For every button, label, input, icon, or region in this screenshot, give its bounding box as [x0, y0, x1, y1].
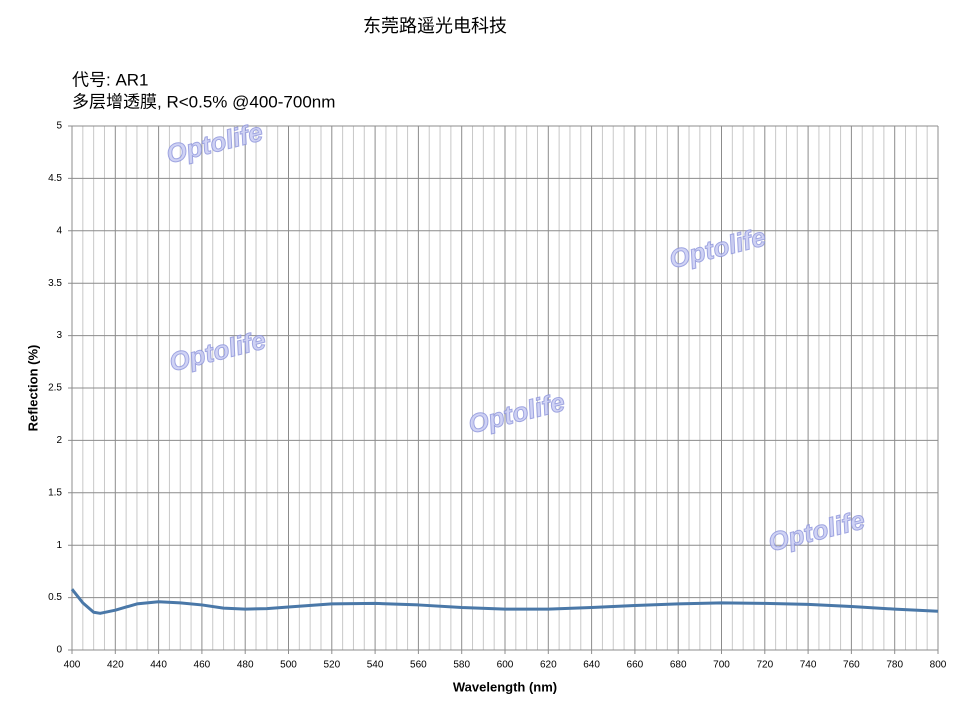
- x-tick-label: 600: [497, 660, 514, 671]
- y-tick-label: 1.5: [48, 487, 62, 498]
- x-tick-label: 680: [670, 660, 687, 671]
- y-tick-label: 3: [56, 330, 62, 341]
- x-tick-label: 760: [843, 660, 860, 671]
- x-tick-label: 720: [756, 660, 773, 671]
- y-tick-label: 0: [56, 645, 62, 656]
- y-tick-label: 4: [56, 225, 62, 236]
- watermark: Optolife: [163, 117, 266, 170]
- x-tick-label: 740: [800, 660, 817, 671]
- y-tick-label: 5: [56, 121, 62, 132]
- x-tick-label: 480: [237, 660, 254, 671]
- y-tick-label: 2.5: [48, 383, 62, 394]
- x-tick-label: 460: [194, 660, 211, 671]
- x-tick-label: 780: [886, 660, 903, 671]
- x-tick-label: 540: [367, 660, 384, 671]
- watermark: Optolife: [166, 325, 269, 378]
- x-tick-label: 500: [280, 660, 297, 671]
- x-tick-label: 800: [930, 660, 947, 671]
- x-tick-label: 660: [627, 660, 644, 671]
- x-tick-label: 620: [540, 660, 557, 671]
- watermark: Optolife: [666, 222, 769, 275]
- watermark: Optolife: [465, 387, 568, 440]
- watermark: Optolife: [765, 505, 868, 558]
- x-axis-label: Wavelength (nm): [453, 679, 557, 694]
- y-tick-label: 2: [56, 435, 62, 446]
- x-tick-label: 700: [713, 660, 730, 671]
- x-tick-label: 440: [150, 660, 167, 671]
- x-tick-label: 520: [323, 660, 340, 671]
- x-tick-label: 420: [107, 660, 124, 671]
- y-tick-label: 4.5: [48, 173, 62, 184]
- x-tick-label: 580: [453, 660, 470, 671]
- x-tick-label: 640: [583, 660, 600, 671]
- x-tick-label: 560: [410, 660, 427, 671]
- y-tick-label: 0.5: [48, 592, 62, 603]
- subtitle: 多层增透膜, R<0.5% @400-700nm: [72, 92, 335, 111]
- data-line: [70, 588, 939, 615]
- y-tick-label: 3.5: [48, 278, 62, 289]
- chart-title: 东莞路遥光电科技: [363, 16, 507, 36]
- y-axis-label: Reflection (%): [25, 345, 40, 432]
- subtitle: 代号: AR1: [72, 70, 149, 89]
- x-tick-label: 400: [64, 660, 81, 671]
- y-tick-label: 1: [56, 540, 62, 551]
